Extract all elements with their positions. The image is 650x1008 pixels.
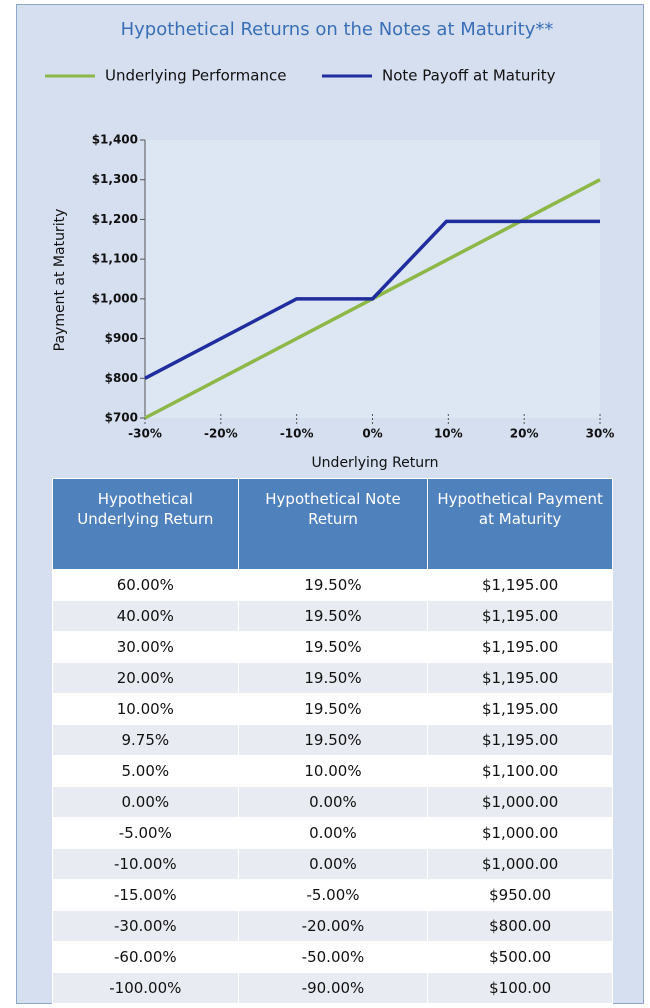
table-cell: 0.00%	[52, 786, 239, 818]
table-cell: $1,195.00	[427, 600, 613, 632]
table-cell: 19.50%	[237, 569, 429, 601]
x-tick-label: 30%	[586, 427, 615, 441]
table-cell: 19.50%	[237, 631, 429, 663]
table-body: 60.00% 19.50% $1,195.00 40.00% 19.50% $1,195.…	[52, 569, 613, 1004]
x-tick-label: 0%	[362, 427, 382, 441]
table-cell: 40.00%	[52, 600, 239, 632]
x-axis-label: Underlying Return	[311, 455, 438, 471]
table-cell: 10.00%	[52, 693, 239, 725]
table-cell: $1,100.00	[427, 755, 613, 787]
table-row: 10.00% 19.50% $1,195.00	[52, 693, 613, 725]
y-tick-label: $1,300	[92, 172, 138, 186]
table-row: -30.00% -20.00% $800.00	[52, 910, 613, 942]
legend-label: Note Payoff at Maturity	[382, 67, 556, 85]
y-tick-label: $1,400	[92, 133, 138, 147]
table-cell: 30.00%	[52, 631, 239, 663]
table-cell: 0.00%	[237, 817, 429, 849]
x-tick-label: -30%	[128, 427, 162, 441]
y-tick-label: $1,100	[92, 252, 138, 266]
table-cell: 5.00%	[52, 755, 239, 787]
table-cell: $1,195.00	[427, 662, 613, 694]
table-row: -100.00% -90.00% $100.00	[52, 972, 613, 1004]
table-cell: -100.00%	[52, 972, 239, 1004]
table-cell: -5.00%	[52, 817, 239, 849]
table-cell: 9.75%	[52, 724, 239, 756]
table-cell: -90.00%	[237, 972, 429, 1004]
table-cell: $1,195.00	[427, 693, 613, 725]
y-tick-label: $1,000	[92, 291, 138, 305]
legend-label: Underlying Performance	[105, 67, 286, 85]
table-cell: 60.00%	[52, 569, 239, 601]
chart: Hypothetical Returns on the Notes at Mat…	[45, 19, 615, 471]
plot-area	[145, 140, 600, 418]
table-row: -10.00% 0.00% $1,000.00	[52, 848, 613, 880]
table-row: 30.00% 19.50% $1,195.00	[52, 631, 613, 663]
chart-title: Hypothetical Returns on the Notes at Mat…	[121, 19, 554, 40]
header-cell: Hypothetical Underlying Return	[52, 478, 239, 570]
y-tick-label: $700	[105, 411, 138, 425]
table-cell: 0.00%	[237, 786, 429, 818]
table-cell: 10.00%	[237, 755, 429, 787]
table-cell: $1,195.00	[427, 631, 613, 663]
table-cell: $800.00	[427, 910, 613, 942]
table: Hypothetical Underlying Return Hypothetic…	[52, 478, 613, 1004]
y-axis-label: Payment at Maturity	[52, 209, 68, 352]
table-row: 20.00% 19.50% $1,195.00	[52, 662, 613, 694]
table-cell: 19.50%	[237, 693, 429, 725]
table-cell: 19.50%	[237, 662, 429, 694]
table-row: -5.00% 0.00% $1,000.00	[52, 817, 613, 849]
header-cell: Hypothetical Payment at Maturity	[427, 478, 613, 570]
table-cell: 19.50%	[237, 600, 429, 632]
header-row: Hypothetical Underlying Return Hypothetic…	[52, 478, 613, 570]
table-cell: $1,000.00	[427, 786, 613, 818]
table-row: 40.00% 19.50% $1,195.00	[52, 600, 613, 632]
table-cell: $1,000.00	[427, 848, 613, 880]
table-cell: -50.00%	[237, 941, 429, 973]
table-cell: $100.00	[427, 972, 613, 1004]
table-cell: 0.00%	[237, 848, 429, 880]
line	[144, 219, 600, 380]
x-tick-label: 20%	[510, 427, 539, 441]
x-tick-label: -20%	[204, 427, 238, 441]
y-tick-label: $900	[105, 331, 138, 345]
table-cell: -60.00%	[52, 941, 239, 973]
table-cell: -15.00%	[52, 879, 239, 911]
table-cell: -30.00%	[52, 910, 239, 942]
header-cell: Hypothetical Note Return	[237, 478, 429, 570]
x-tick-label: 10%	[434, 427, 463, 441]
table-cell: -20.00%	[237, 910, 429, 942]
table-row: -60.00% -50.00% $500.00	[52, 941, 613, 973]
table-cell: $500.00	[427, 941, 613, 973]
table-cell: 19.50%	[237, 724, 429, 756]
y-tick-label: $1,200	[92, 212, 138, 226]
table-row: 0.00% 0.00% $1,000.00	[52, 786, 613, 818]
table-cell: -5.00%	[237, 879, 429, 911]
table-cell: $1,195.00	[427, 724, 613, 756]
table-cell: $1,195.00	[427, 569, 613, 601]
table-cell: -10.00%	[52, 848, 239, 880]
table-cell: $1,000.00	[427, 817, 613, 849]
table-row: 60.00% 19.50% $1,195.00	[52, 569, 613, 601]
y-tick-label: $800	[105, 371, 138, 385]
table-row: -15.00% -5.00% $950.00	[52, 879, 613, 911]
table-row: 9.75% 19.50% $1,195.00	[52, 724, 613, 756]
table-cell: 20.00%	[52, 662, 239, 694]
table-cell: $950.00	[427, 879, 613, 911]
x-tick-label: -10%	[280, 427, 314, 441]
table-row: 5.00% 10.00% $1,100.00	[52, 755, 613, 787]
